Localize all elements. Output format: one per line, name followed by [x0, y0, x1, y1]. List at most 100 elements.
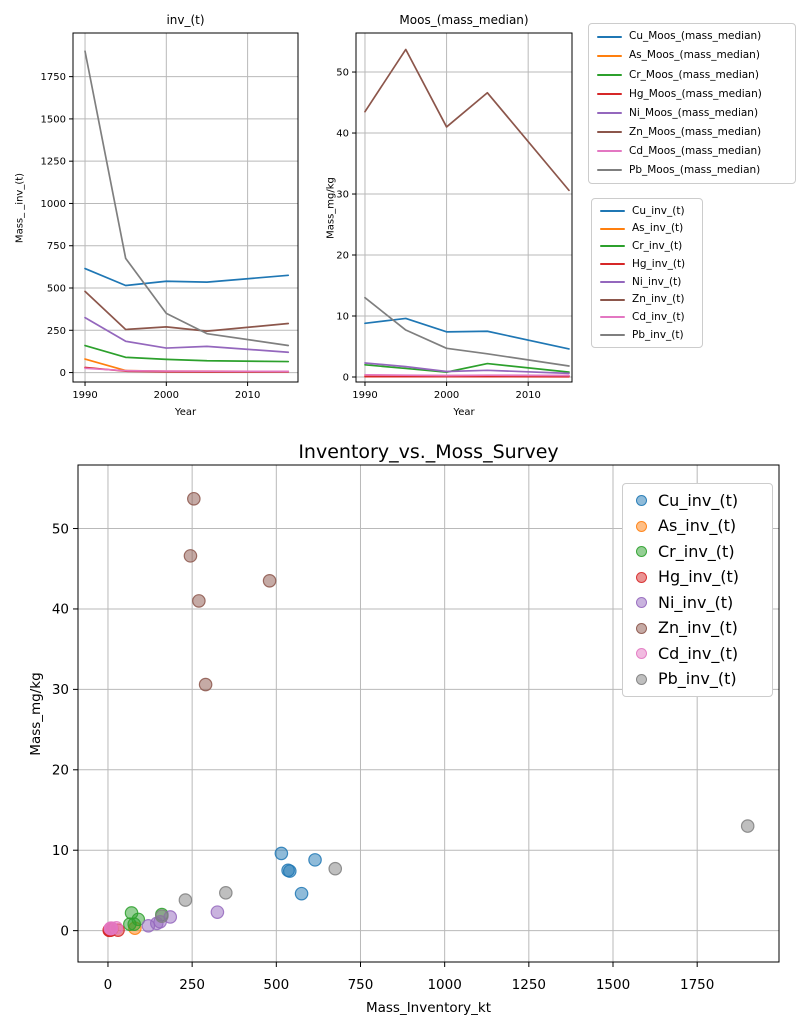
y-tick-label: 500 — [47, 284, 66, 295]
x-tick-label: 2010 — [235, 390, 260, 401]
legend-line-sample-icon — [600, 227, 625, 230]
y-axis-label: Mass_mg/kg — [325, 176, 337, 239]
legend-line-sample-icon — [600, 280, 625, 283]
legend-line-sample-icon — [597, 54, 622, 57]
legend-line-sample-icon — [600, 334, 625, 337]
legend-line-sample-icon — [597, 35, 622, 38]
scatter-point-Pb_inv_(t) — [178, 893, 193, 907]
scatter-point-Ni_inv_(t) — [141, 919, 156, 933]
y-tick-label: 20 — [336, 251, 349, 262]
legend-label: Hg_inv_(t) — [632, 257, 686, 270]
legend-entry: Pb_inv_(t) — [636, 671, 766, 687]
legend-entry: Hg_inv_(t) — [600, 259, 694, 270]
legend-dot-sample-icon — [636, 673, 647, 685]
y-tick-label: 20 — [52, 763, 69, 779]
legend-entry: Cu_inv_(t) — [600, 206, 694, 217]
y-axis-label: Mass_mg/kg — [28, 671, 44, 756]
legend-dot-sample-icon — [636, 648, 647, 660]
y-tick-label: 250 — [47, 326, 66, 337]
legend-line-sample-icon — [597, 73, 622, 76]
legend-line-sample-icon — [600, 263, 625, 266]
y-tick-label: 1500 — [41, 114, 66, 125]
scatter-point-Cu_inv_(t) — [294, 886, 309, 901]
x-tick-label: 1500 — [596, 977, 630, 993]
scatter-point-Pb_inv_(t) — [219, 886, 233, 900]
x-axis-label: Mass_Inventory_kt — [365, 1000, 492, 1016]
y-tick-label: 0 — [343, 372, 349, 383]
x-tick-label: 2000 — [434, 390, 459, 401]
series-line-Cd_Moos_(mass_median) — [364, 374, 570, 377]
legend-scatter-series: Cu_inv_(t) As_inv_(t) Cr_inv_(t) Hg_inv_(t)… — [622, 483, 773, 697]
legend-label: Ni_inv_(t) — [632, 275, 682, 288]
legend-line-sample-icon — [597, 112, 622, 115]
legend-label: Ni_Moos_(mass_median) — [629, 106, 759, 119]
scatter-point-Zn_inv_(t) — [183, 549, 198, 563]
legend-entry: Cr_inv_(t) — [636, 543, 766, 560]
legend-entry: Zn_inv_(t) — [600, 294, 694, 305]
legend-label: Pb_inv_(t) — [632, 328, 684, 341]
legend-label: Pb_Moos_(mass_median) — [629, 164, 761, 177]
scatter-point-Pb_inv_(t) — [155, 909, 169, 923]
scatter-point-Cr_inv_(t) — [124, 906, 139, 920]
y-tick-label: 50 — [52, 521, 69, 537]
x-tick-label: 1990 — [72, 390, 97, 401]
series-line-Cd_inv_(t) — [84, 367, 290, 373]
x-tick-label: 2010 — [515, 390, 540, 401]
legend-dot-sample-icon — [636, 571, 647, 583]
series-line-Pb_Moos_(mass_median) — [364, 296, 570, 367]
legend-line-sample-icon — [597, 131, 622, 134]
legend-entry: Cr_inv_(t) — [600, 241, 694, 252]
scatter-point-Cd_inv_(t) — [103, 921, 118, 936]
legend-entry: Hg_inv_(t) — [636, 569, 766, 585]
plot-area: 1990 2000 2010 0 10 20 30 40 50 — [336, 32, 573, 401]
series-line-Zn_inv_(t) — [84, 290, 290, 332]
legend-label: Cd_Moos_(mass_median) — [629, 145, 762, 158]
x-tick-label: 500 — [263, 977, 289, 993]
legend-entry: Ni_inv_(t) — [600, 277, 694, 288]
series-line-Cr_inv_(t) — [84, 344, 290, 363]
legend-label: Hg_Moos_(mass_median) — [629, 87, 762, 100]
scatter-point-Zn_inv_(t) — [262, 574, 277, 588]
legend-label: Cr_Moos_(mass_median) — [629, 68, 759, 81]
legend-entry: Cd_inv_(t) — [600, 312, 694, 323]
legend-label: Cu_inv_(t) — [658, 490, 739, 510]
legend-label: Zn_Moos_(mass_median) — [629, 125, 762, 138]
scatter-point-Ni_inv_(t) — [210, 905, 225, 919]
legend-line-sample-icon — [600, 245, 625, 248]
legend-line-sample-icon — [597, 169, 622, 172]
legend-entry: Zn_Moos_(mass_median) — [597, 127, 787, 138]
subplot-inventory-vs-moss-scatter: Inventory_vs._Moss_Survey Mass_mg/kg Mas… — [28, 441, 780, 1016]
legend-dot-sample-icon — [636, 546, 647, 558]
plot-border — [72, 32, 299, 383]
x-tick-label: 1000 — [427, 977, 461, 993]
legend-line-sample-icon — [597, 92, 622, 95]
x-axis-label: Year — [174, 407, 197, 418]
legend-label: As_inv_(t) — [658, 516, 737, 536]
legend-entry: Cu_Moos_(mass_median) — [597, 31, 787, 42]
y-tick-label: 1000 — [41, 199, 66, 210]
y-tick-label: 0 — [60, 368, 66, 379]
x-tick-label: 2000 — [154, 390, 179, 401]
plot-area: 1990 2000 2010 0 250 500 750 1000 1250 1500 1750 — [41, 32, 299, 401]
x-tick-label: 0 — [104, 977, 113, 993]
scatter-point-Cr_inv_(t) — [123, 917, 137, 932]
legend-label: Zn_inv_(t) — [632, 293, 685, 306]
legend-line-sample-icon — [600, 298, 625, 301]
series-line-Ni_Moos_(mass_median) — [364, 362, 570, 375]
legend-label: Cr_inv_(t) — [632, 240, 683, 253]
y-tick-label: 50 — [336, 68, 349, 79]
legend-entry: Pb_Moos_(mass_median) — [597, 165, 787, 176]
subplot-moss-lines: Moos_(mass_median) Mass_mg/kg Year 1990 2… — [326, 13, 573, 418]
scatter-point-Zn_inv_(t) — [187, 491, 201, 506]
y-tick-label: 40 — [336, 129, 349, 140]
subplot-title: Inventory_vs._Moss_Survey — [298, 441, 559, 463]
legend-entry: Ni_inv_(t) — [636, 592, 766, 612]
y-tick-label: 10 — [336, 312, 349, 323]
legend-label: Ni_inv_(t) — [658, 592, 734, 612]
scatter-point-Cu_inv_(t) — [308, 853, 322, 867]
legend-entry: Cd_Moos_(mass_median) — [597, 146, 787, 157]
scatter-point-Pb_inv_(t) — [740, 819, 755, 833]
x-tick-label: 1990 — [352, 390, 377, 401]
x-tick-label: 750 — [348, 977, 374, 993]
